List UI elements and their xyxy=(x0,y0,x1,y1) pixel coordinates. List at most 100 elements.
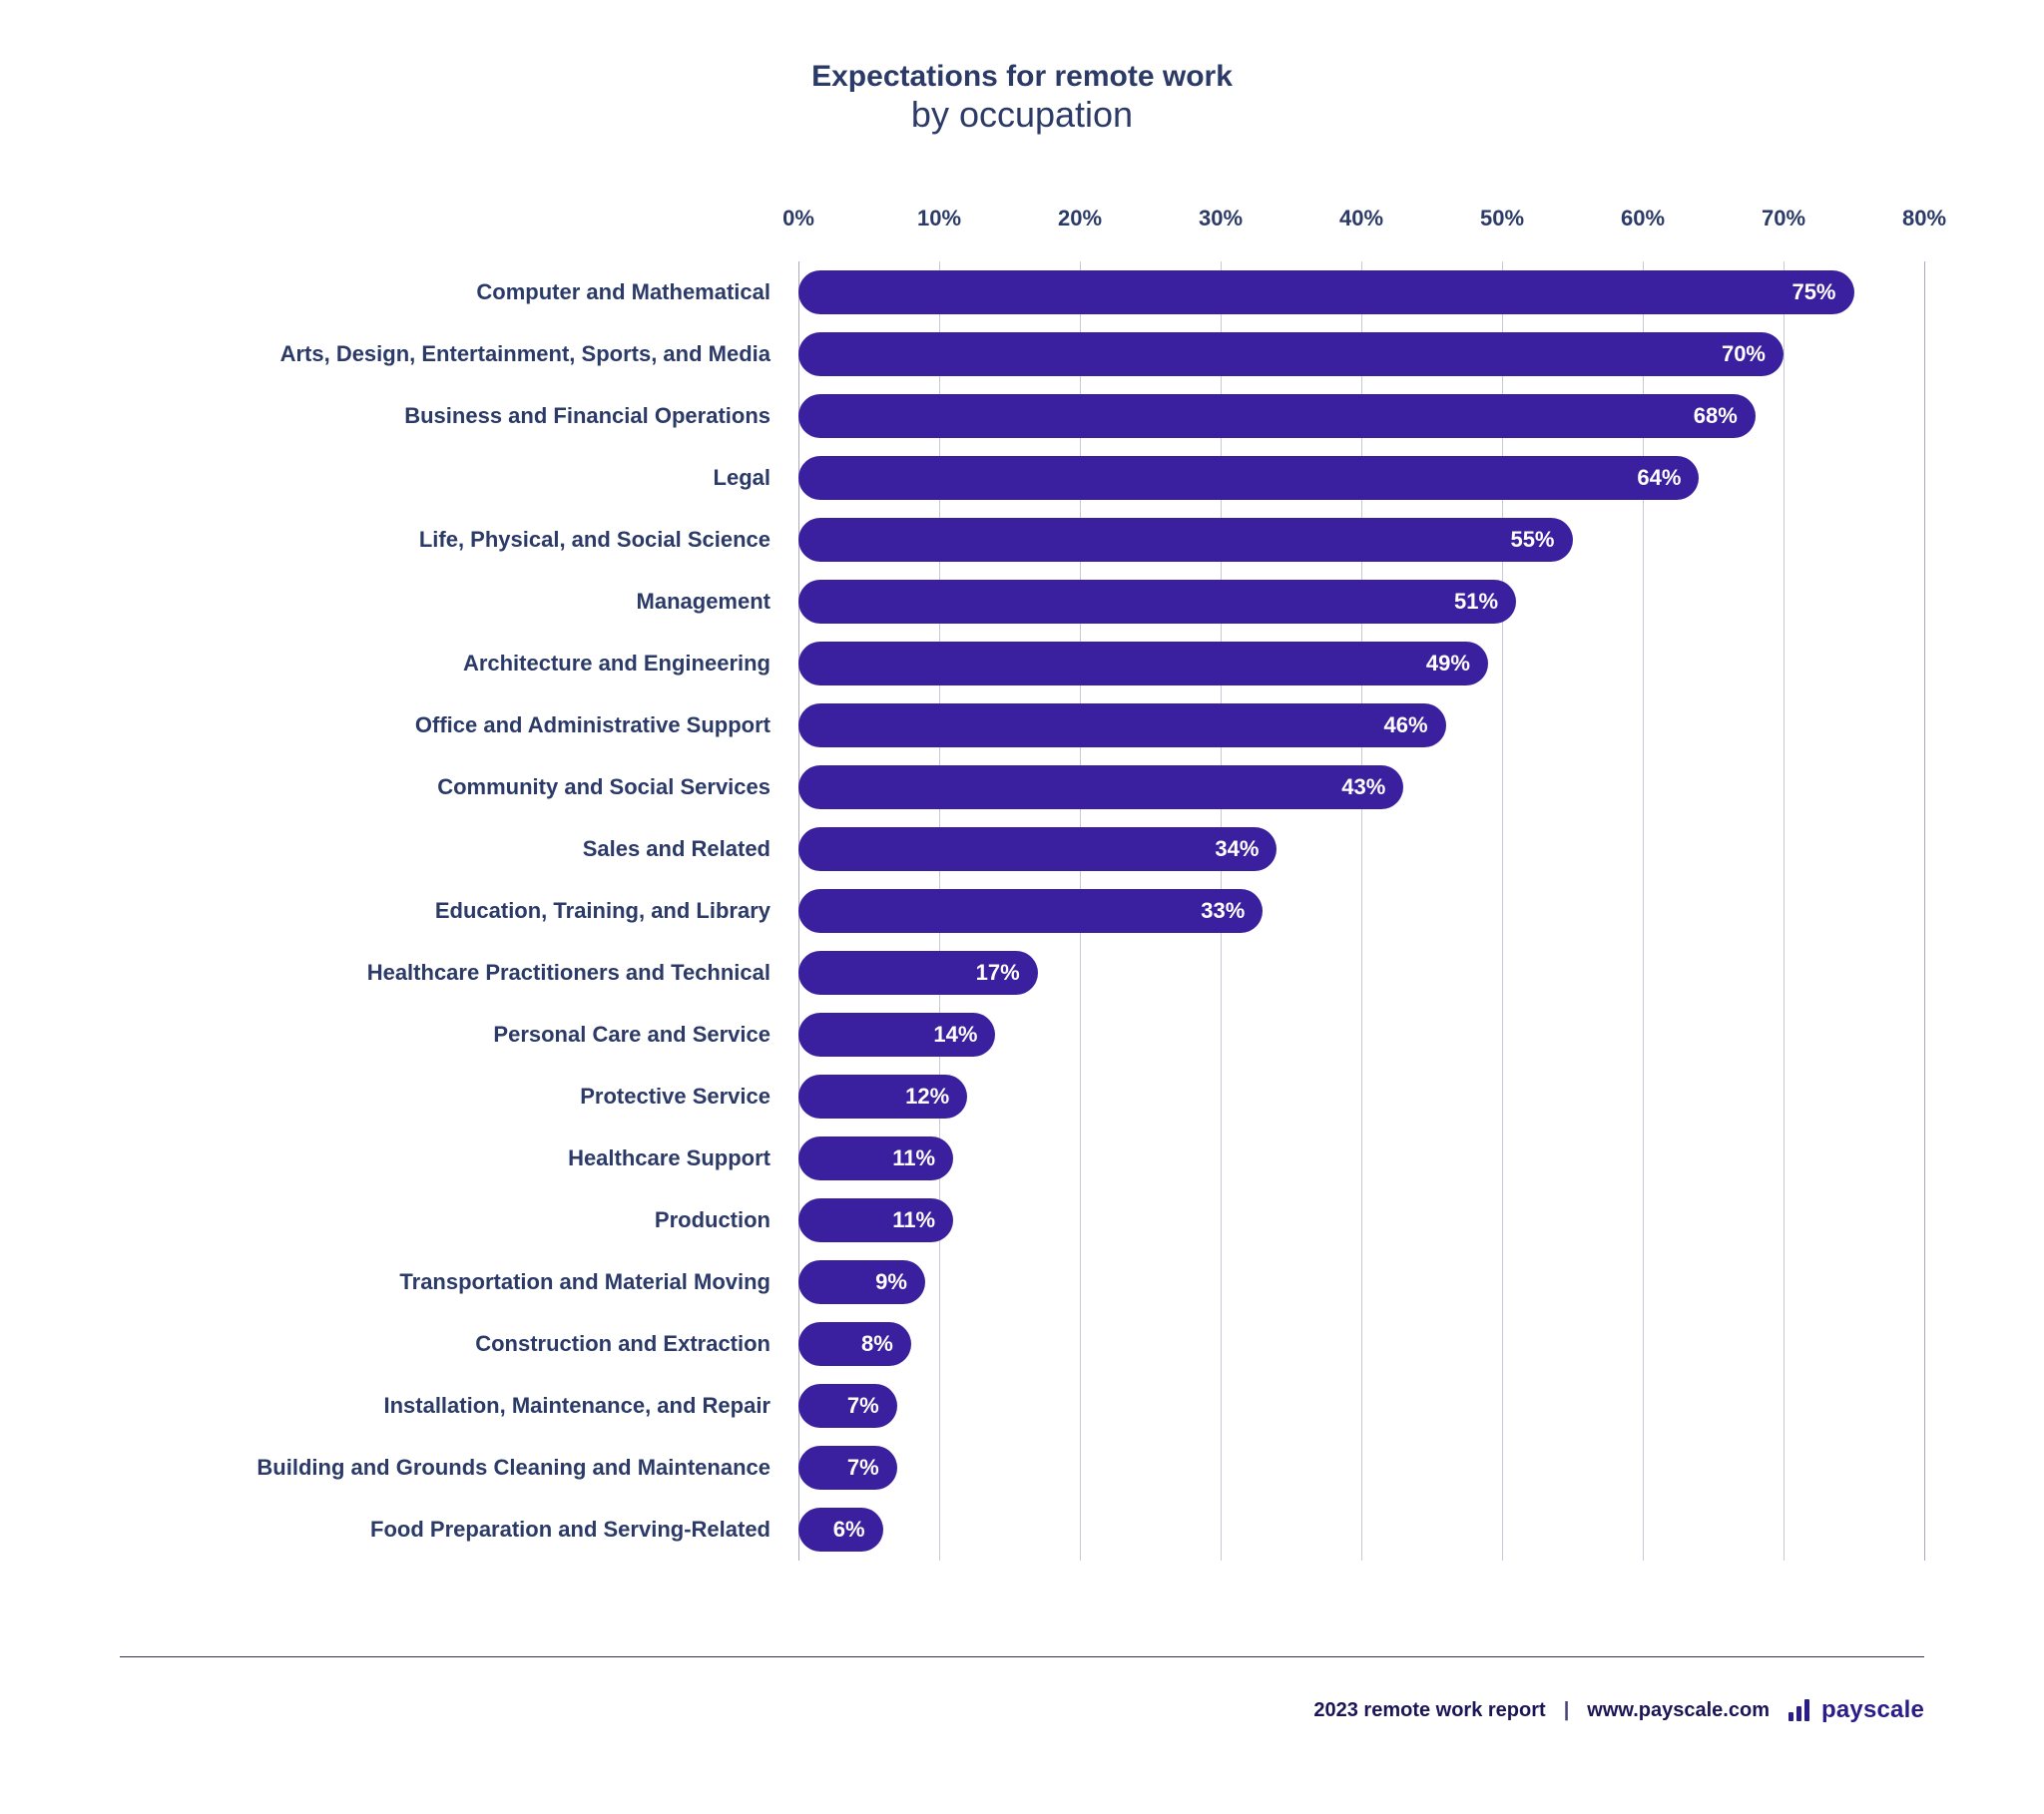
bar: 17% xyxy=(798,951,1038,995)
bar: 33% xyxy=(798,889,1263,933)
footer-report-name: 2023 remote work report xyxy=(1313,1699,1545,1722)
chart-title-line1: Expectations for remote work xyxy=(120,60,1924,94)
chart: Computer and Mathematical Arts, Design, E… xyxy=(120,206,1924,1561)
category-label: Production xyxy=(120,1207,798,1233)
category-label: Transportation and Material Moving xyxy=(120,1269,798,1295)
bar: 55% xyxy=(798,518,1573,562)
bar: 7% xyxy=(798,1384,897,1428)
bar-row: 11% xyxy=(798,1189,1924,1251)
category-label: Healthcare Support xyxy=(120,1145,798,1171)
footer-url: www.payscale.com xyxy=(1587,1699,1770,1722)
bar: 46% xyxy=(798,703,1446,747)
bar: 9% xyxy=(798,1260,925,1304)
chart-title-block: Expectations for remote work by occupati… xyxy=(120,60,1924,136)
bar-value-label: 9% xyxy=(875,1269,907,1295)
bar-value-label: 7% xyxy=(847,1455,879,1481)
bar: 6% xyxy=(798,1508,883,1552)
category-label: Office and Administrative Support xyxy=(120,712,798,738)
footer-separator: | xyxy=(1564,1699,1570,1722)
bar-row: 12% xyxy=(798,1066,1924,1128)
bars-container: 75% 70% 68% 64% 55% 51% 49% 46% 43% 34% 33% 17% 14% 1… xyxy=(798,261,1924,1561)
footer-rule xyxy=(120,1656,1924,1657)
category-label: Education, Training, and Library xyxy=(120,898,798,924)
bar-row: 14% xyxy=(798,1004,1924,1066)
x-tick-label: 50% xyxy=(1480,206,1524,231)
payscale-logo-icon xyxy=(1788,1698,1813,1722)
category-label: Computer and Mathematical xyxy=(120,279,798,305)
plot-area: 0%10%20%30%40%50%60%70%80% 75%70%68%64%5… xyxy=(798,206,1924,1561)
bar: 34% xyxy=(798,827,1277,871)
bar: 68% xyxy=(798,394,1756,438)
x-tick-label: 60% xyxy=(1621,206,1665,231)
bar-row: 6% xyxy=(798,1499,1924,1561)
bar-row: 49% xyxy=(798,633,1924,694)
category-labels-column: Computer and Mathematical Arts, Design, E… xyxy=(120,206,798,1561)
bar-row: 46% xyxy=(798,694,1924,756)
bar: 8% xyxy=(798,1322,911,1366)
bar-value-label: 11% xyxy=(892,1207,935,1233)
bar-value-label: 46% xyxy=(1384,712,1428,738)
x-axis: 0%10%20%30%40%50%60%70%80% xyxy=(798,206,1924,261)
category-label: Sales and Related xyxy=(120,836,798,862)
bar-value-label: 68% xyxy=(1694,403,1738,429)
bar: 75% xyxy=(798,270,1854,314)
bar-value-label: 75% xyxy=(1791,279,1835,305)
x-tick-label: 40% xyxy=(1339,206,1383,231)
payscale-logo-text: payscale xyxy=(1821,1696,1924,1724)
x-axis-ticks: 0%10%20%30%40%50%60%70%80% xyxy=(798,206,1924,261)
category-label: Building and Grounds Cleaning and Mainte… xyxy=(120,1455,798,1481)
axis-spacer xyxy=(120,206,798,261)
bar-value-label: 6% xyxy=(833,1517,865,1543)
bar-row: 7% xyxy=(798,1437,1924,1499)
bar-value-label: 49% xyxy=(1426,651,1470,677)
category-label: Business and Financial Operations xyxy=(120,403,798,429)
bar-row: 75% xyxy=(798,261,1924,323)
bar: 64% xyxy=(798,456,1699,500)
bar-value-label: 12% xyxy=(905,1084,949,1110)
bar-row: 51% xyxy=(798,571,1924,633)
category-label: Community and Social Services xyxy=(120,774,798,800)
gridline xyxy=(1924,261,1925,1561)
bar-value-label: 33% xyxy=(1201,898,1245,924)
bar-row: 33% xyxy=(798,880,1924,942)
bar-row: 64% xyxy=(798,447,1924,509)
bar: 11% xyxy=(798,1198,953,1242)
payscale-logo: payscale xyxy=(1788,1696,1924,1724)
category-label: Protective Service xyxy=(120,1084,798,1110)
x-tick-label: 20% xyxy=(1058,206,1102,231)
bar: 11% xyxy=(798,1136,953,1180)
category-label: Legal xyxy=(120,465,798,491)
bar-value-label: 70% xyxy=(1722,341,1766,367)
bar: 12% xyxy=(798,1075,967,1119)
bar: 70% xyxy=(798,332,1784,376)
category-label: Architecture and Engineering xyxy=(120,651,798,677)
x-tick-label: 10% xyxy=(917,206,961,231)
bar-value-label: 51% xyxy=(1454,589,1498,615)
bar-row: 34% xyxy=(798,818,1924,880)
bar-value-label: 64% xyxy=(1637,465,1681,491)
bar-row: 43% xyxy=(798,756,1924,818)
bar-value-label: 14% xyxy=(933,1022,977,1048)
bar-value-label: 34% xyxy=(1215,836,1259,862)
bar: 51% xyxy=(798,580,1516,624)
bar: 14% xyxy=(798,1013,995,1057)
chart-title-line2: by occupation xyxy=(120,94,1924,136)
category-label: Healthcare Practitioners and Technical xyxy=(120,960,798,986)
bar-row: 17% xyxy=(798,942,1924,1004)
x-tick-label: 70% xyxy=(1762,206,1805,231)
category-label: Construction and Extraction xyxy=(120,1331,798,1357)
category-label: Food Preparation and Serving-Related xyxy=(120,1517,798,1543)
category-label: Arts, Design, Entertainment, Sports, and… xyxy=(120,341,798,367)
bar-value-label: 7% xyxy=(847,1393,879,1419)
bar: 49% xyxy=(798,642,1488,685)
bar-row: 9% xyxy=(798,1251,1924,1313)
x-tick-label: 30% xyxy=(1199,206,1243,231)
category-label: Life, Physical, and Social Science xyxy=(120,527,798,553)
bar-row: 68% xyxy=(798,385,1924,447)
x-tick-label: 80% xyxy=(1902,206,1946,231)
category-label: Installation, Maintenance, and Repair xyxy=(120,1393,798,1419)
bar: 43% xyxy=(798,765,1403,809)
bar-value-label: 8% xyxy=(861,1331,893,1357)
bar-value-label: 11% xyxy=(892,1145,935,1171)
bar-row: 55% xyxy=(798,509,1924,571)
